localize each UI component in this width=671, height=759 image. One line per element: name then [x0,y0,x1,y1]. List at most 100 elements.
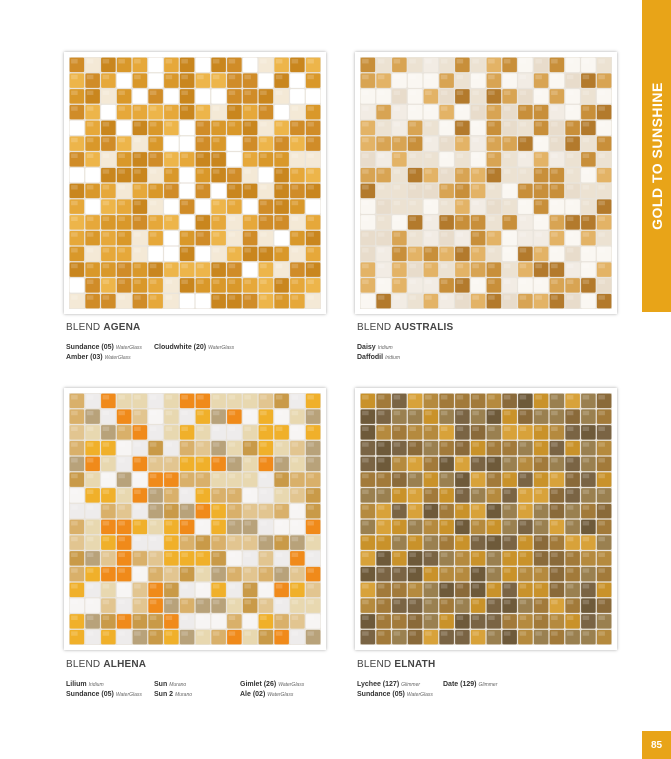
mosaic-tile [439,393,454,409]
mosaic-tile [533,582,549,598]
mosaic-tile-sheen [118,568,125,573]
mosaic-tile [423,262,439,277]
mosaic-tile [290,293,305,309]
mosaic-tile-sheen [472,473,479,479]
mosaic-tile-sheen [134,263,141,269]
mosaic-tile [376,425,391,440]
mosaic-tile [549,472,565,487]
mosaic-tile [116,183,132,199]
mosaic-tile [407,104,423,120]
mosaic-tile [455,230,470,246]
mosaic-tile [423,629,439,645]
mosaic-tile-sheen [212,248,220,253]
mosaic-tile-sheen [535,395,542,400]
mosaic-tile [148,488,163,503]
mosaic-tile-sheen [582,536,590,542]
mosaic-tile [195,503,211,519]
mosaic-tile-sheen [456,631,464,636]
mosaic-tile-sheen [244,410,251,416]
mosaic-tile-sheen [181,473,188,479]
mosaic-tile [439,120,454,136]
mosaic-tile-sheen [598,74,605,80]
mosaic-tile [565,230,580,246]
color-type: Murano [175,692,193,698]
color-entry: Sundance (05) WaterGlass [66,690,142,700]
mosaic-tile [423,503,439,519]
mosaic-tile [502,488,517,503]
mosaic-tile-sheen [488,200,495,206]
mosaic-tile [305,503,321,519]
mosaic-tile-sheen [425,279,432,284]
mosaic-tile [69,120,85,136]
mosaic-tile [305,566,321,582]
mosaic-tile [195,57,211,73]
mosaic-tile [581,582,596,598]
mosaic-tile-sheen [149,631,157,636]
color-entry: Sun 2 Murano [154,690,192,700]
mosaic-tile [407,519,423,535]
mosaic-tile [211,57,226,73]
mosaic-tile [116,230,132,246]
mosaic-tile [258,262,274,277]
mosaic-tile [565,614,580,629]
mosaic-tile-sheen [409,90,416,95]
mosaic-tile-sheen [566,200,574,206]
mosaic-tile [533,629,549,645]
mosaic-tile-sheen [425,59,432,64]
mosaic-tile [486,629,502,645]
mosaic-tile-sheen [134,59,141,64]
mosaic-tile-sheen [503,568,511,573]
mosaic-tile [581,57,596,73]
mosaic-tile-sheen [118,90,125,95]
mosaic-tile [132,488,148,503]
mosaic-tile-sheen [291,552,299,557]
mosaic-tile-sheen [134,279,141,284]
mosaic-tile-sheen [212,106,220,111]
mosaic-tile-sheen [519,599,527,605]
mosaic-tile [518,614,533,629]
mosaic-tile-sheen [393,552,401,557]
mosaic-tile-sheen [134,458,141,463]
mosaic-tile [470,278,486,293]
mosaic-tile-sheen [291,185,299,190]
mosaic-tile [549,199,565,214]
mosaic-tile-sheen [566,552,574,557]
mosaic-tile-sheen [149,426,157,431]
mosaic-tile-sheen [409,552,416,557]
mosaic-tile [164,293,179,309]
mosaic-tile-sheen [582,505,590,510]
mosaic-tile [581,230,596,246]
mosaic-tile [85,120,100,136]
mosaic-tile [533,519,549,535]
mosaic-tile-sheen [197,410,204,416]
mosaic-tile [101,167,116,183]
mosaic-tile-sheen [197,169,204,174]
mosaic-tile-sheen [244,615,251,620]
mosaic-tile-sheen [275,216,283,221]
mosaic-tile [596,104,612,120]
mosaic-tile [533,425,549,440]
mosaic-tile-sheen [275,615,283,620]
mosaic-tile-sheen [307,631,314,636]
mosaic-tile [85,278,100,293]
mosaic-tile-sheen [440,90,448,95]
mosaic-tile-sheen [244,584,251,589]
mosaic-tile [533,278,549,293]
mosaic-tile [116,57,132,73]
mosaic-tile [439,89,454,104]
mosaic-tile-sheen [212,615,220,620]
mosaic-tile [549,598,565,613]
mosaic-tile [549,456,565,472]
mosaic-tile [195,183,211,199]
mosaic-tile [274,629,289,645]
mosaic-tile-sheen [86,631,94,636]
mosaic-tile [242,440,258,456]
mosaic-tile [533,393,549,409]
mosaic-tile-sheen [377,216,385,221]
mosaic-tile [565,503,580,519]
mosaic-tile [164,262,179,277]
mosaic-tile [274,472,289,487]
mosaic-tile-sheen [149,410,157,416]
mosaic-tile-sheen [425,395,432,400]
mosaic-tile [439,262,454,277]
